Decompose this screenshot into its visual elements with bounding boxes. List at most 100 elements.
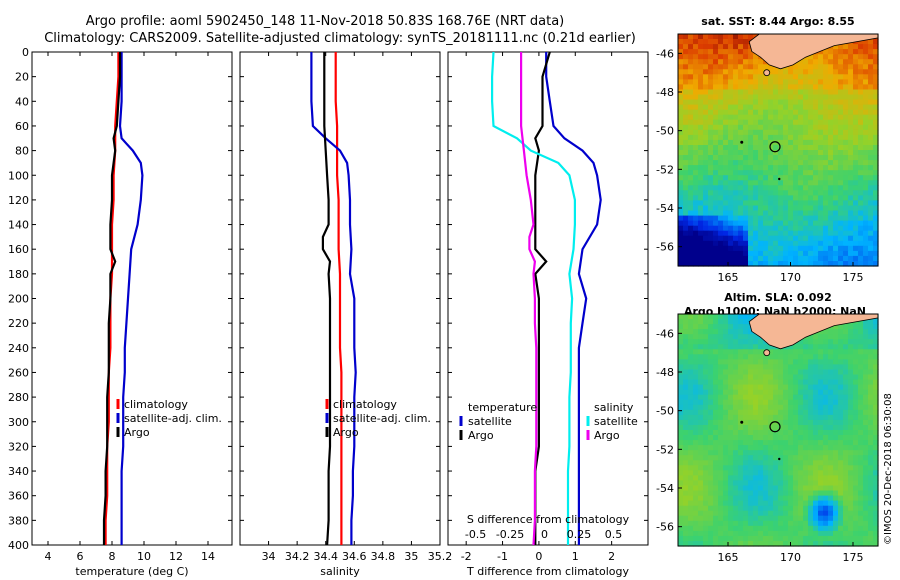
field-cell [818,165,824,171]
field-cell [868,250,874,257]
field-cell [823,84,829,90]
field-cell [778,430,784,436]
field-cell [688,379,694,386]
field-cell [858,99,864,106]
field-cell [678,500,684,507]
field-cell [853,44,859,50]
field-cell [698,34,704,40]
field-cell [773,240,779,247]
field-cell [773,359,779,365]
field-cell [678,364,684,370]
field-cell [738,145,744,151]
field-cell [838,404,844,411]
field-cell [753,450,759,456]
field-cell [828,89,834,96]
field-cell [823,200,829,206]
field-cell [738,54,744,60]
field-cell [838,69,844,75]
field-cell [868,470,874,476]
field-cell [823,64,829,70]
field-cell [758,485,764,492]
field-cell [828,240,834,247]
field-cell [808,460,814,466]
field-cell [823,475,829,481]
field-cell [718,220,724,227]
field-cell [848,515,854,522]
field-cell [728,190,734,196]
field-cell [688,250,694,257]
field-cell [848,399,854,406]
field-cell [773,414,779,421]
field-cell [698,404,704,411]
field-cell [823,145,829,151]
field-cell [823,414,829,421]
field-cell [703,59,709,65]
field-cell [688,261,694,267]
field-cell [873,129,879,136]
field-cell [773,109,779,116]
y-tick-label: -48 [656,86,674,99]
field-cell [738,225,744,232]
field-cell [728,465,734,471]
field-cell [813,440,819,446]
field-cell [873,190,879,196]
field-cell [848,414,854,421]
field-cell [703,255,709,262]
field-cell [783,500,789,507]
field-cell [733,470,739,476]
field-cell [738,170,744,176]
field-cell [808,435,814,441]
field-cell [813,79,819,85]
field-cell [798,399,804,406]
field-cell [698,314,704,320]
field-cell [703,34,709,40]
field-cell [873,215,879,222]
field-cell [703,470,709,476]
field-cell [808,515,814,522]
field-cell [853,145,859,151]
field-cell [803,119,809,126]
field-cell [838,245,844,252]
field-cell [843,235,849,242]
field-cell [683,215,689,222]
field-cell [808,404,814,411]
field-cell [728,541,734,547]
field-cell [768,255,774,262]
field-cell [688,150,694,156]
field-cell [818,119,824,126]
field-cell [818,261,824,267]
field-cell [758,379,764,386]
field-cell [823,435,829,441]
field-cell [823,150,829,156]
field-cell [773,369,779,376]
field-cell [733,500,739,507]
field-cell [868,245,874,252]
field-cell [763,119,769,126]
field-cell [753,261,759,267]
field-cell [843,460,849,466]
field-cell [688,520,694,527]
field-cell [803,510,809,517]
field-cell [743,180,749,186]
field-cell [758,541,764,547]
field-cell [693,535,699,542]
field-cell [748,59,754,65]
field-cell [863,175,869,181]
field-cell [743,344,749,350]
field-cell [833,475,839,481]
field-cell [768,195,774,201]
field-cell [683,165,689,171]
field-cell [683,261,689,267]
x-tick-label: 10 [137,550,151,563]
field-cell [783,215,789,222]
field-cell [858,535,864,542]
field-cell [833,175,839,181]
field-cell [708,150,714,156]
field-cell [733,69,739,75]
field-cell [723,89,729,96]
field-cell [798,445,804,451]
field-cell [718,261,724,267]
field-cell [743,79,749,85]
field-cell [753,460,759,466]
y-tick-label: -54 [656,482,674,495]
